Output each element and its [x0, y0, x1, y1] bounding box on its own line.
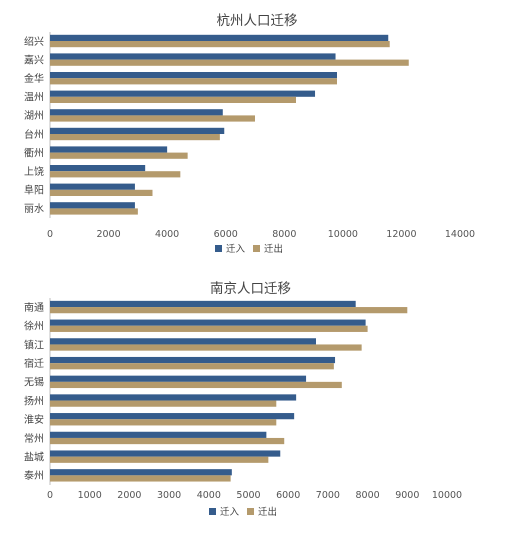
bar-out — [50, 152, 188, 159]
tick-label: 12000 — [386, 229, 416, 240]
legend-swatch-out — [253, 245, 260, 252]
bar-in — [50, 109, 223, 116]
bar-in — [50, 183, 135, 190]
category-label: 盐城 — [24, 450, 44, 463]
bar-in — [50, 431, 267, 438]
tick-label: 6000 — [276, 490, 300, 501]
bar-out — [50, 325, 368, 332]
bar-out — [50, 115, 255, 122]
bar-out — [50, 419, 277, 426]
legend-label-out: 迁出 — [258, 506, 277, 518]
category-label: 丽水 — [24, 203, 44, 215]
legend-label-in: 迁入 — [220, 507, 240, 518]
category-label: 阜阳 — [24, 184, 44, 197]
bar-out — [50, 171, 181, 178]
bar-in — [50, 338, 316, 345]
tick-label: 8000 — [356, 490, 380, 501]
category-label: 常州 — [24, 432, 44, 445]
bar-out — [50, 78, 337, 85]
legend-swatch-out — [247, 508, 254, 515]
bar-in — [50, 53, 336, 60]
bar-out — [50, 134, 220, 141]
legend-swatch-in — [215, 245, 222, 252]
tick-label: 3000 — [157, 490, 181, 501]
category-label: 湖州 — [24, 110, 44, 122]
bar-out — [50, 475, 231, 482]
bar-in — [50, 127, 225, 134]
tick-label: 10000 — [432, 490, 462, 501]
bar-in — [50, 450, 281, 457]
bar-out — [50, 363, 334, 370]
tick-label: 4000 — [197, 490, 221, 501]
bar-out — [50, 307, 408, 314]
bar-out — [50, 41, 390, 48]
bar-in — [50, 319, 366, 326]
category-label: 无锡 — [24, 376, 44, 389]
bar-in — [50, 72, 337, 79]
bar-in — [50, 202, 135, 209]
bar-out — [50, 189, 153, 196]
bar-in — [50, 356, 336, 364]
tick-label: 0 — [47, 490, 53, 501]
tick-label: 10000 — [328, 229, 358, 240]
category-label: 上饶 — [24, 165, 44, 178]
chart-title: 杭州人口迁移 — [217, 13, 298, 29]
bar-in — [50, 413, 295, 420]
legend-label-in: 迁入 — [226, 244, 246, 255]
chart-title: 南京人口迁移 — [210, 281, 291, 297]
category-label: 嘉兴 — [24, 53, 44, 66]
bar-out — [50, 400, 277, 407]
category-label: 宿迁 — [24, 357, 44, 370]
bar-in — [50, 34, 389, 41]
category-label: 徐州 — [24, 320, 44, 333]
category-label: 南通 — [24, 301, 44, 314]
tick-label: 1000 — [78, 490, 102, 501]
bar-in — [50, 165, 146, 172]
bar-out — [50, 344, 362, 351]
tick-label: 6000 — [214, 229, 238, 240]
bar-in — [50, 146, 168, 153]
category-label: 温州 — [24, 92, 44, 104]
tick-label: 9000 — [395, 490, 419, 501]
tick-label: 14000 — [445, 229, 475, 240]
tick-label: 8000 — [272, 229, 296, 240]
bar-out — [50, 437, 285, 445]
category-label: 泰州 — [24, 469, 44, 482]
bar-out — [50, 381, 342, 389]
bar-in — [50, 394, 297, 401]
category-label: 台州 — [24, 128, 44, 141]
category-label: 衢州 — [24, 147, 44, 159]
bar-out — [50, 456, 269, 463]
bar-out — [50, 59, 409, 66]
tick-label: 0 — [47, 229, 53, 240]
bar-out — [50, 96, 296, 103]
category-label: 镇江 — [24, 338, 44, 351]
legend-label-out: 迁出 — [264, 243, 283, 255]
tick-label: 7000 — [316, 490, 340, 501]
bar-in — [50, 90, 316, 97]
category-label: 金华 — [24, 72, 44, 85]
category-label: 淮安 — [24, 413, 44, 426]
bar-out — [50, 208, 138, 215]
tick-label: 5000 — [236, 490, 260, 501]
tick-label: 2000 — [96, 229, 120, 240]
bar-in — [50, 469, 232, 476]
bar-in — [50, 375, 307, 382]
bar-in — [50, 300, 356, 308]
tick-label: 2000 — [117, 490, 141, 501]
category-label: 绍兴 — [24, 35, 44, 48]
tick-label: 4000 — [155, 229, 179, 240]
category-label: 扬州 — [24, 394, 44, 407]
legend-swatch-in — [209, 508, 216, 515]
